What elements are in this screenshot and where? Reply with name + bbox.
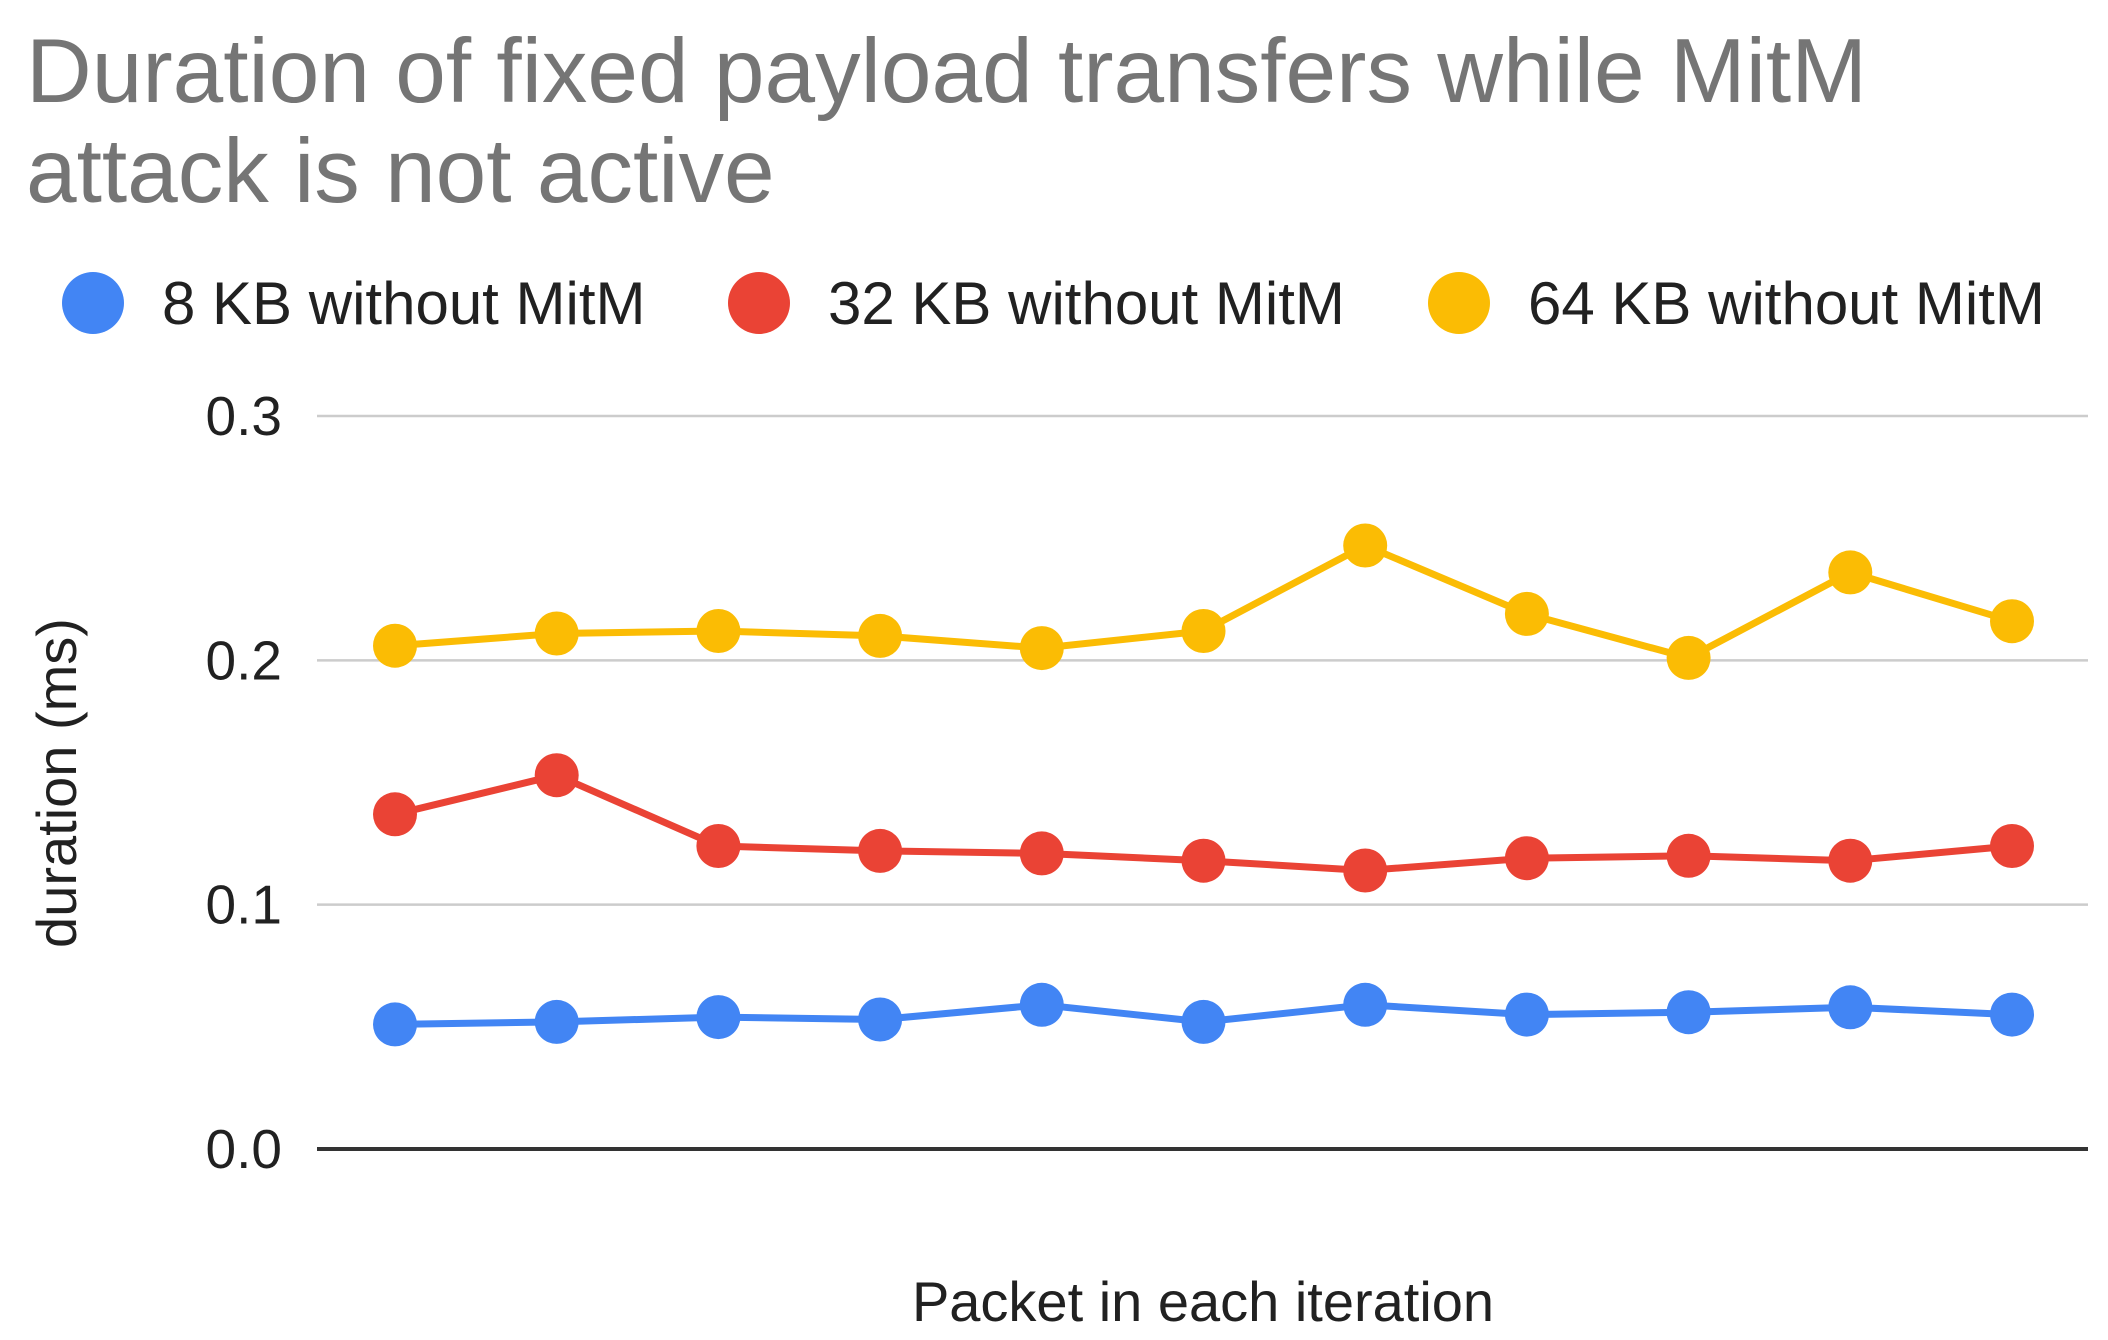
data-point[interactable] xyxy=(1828,985,1873,1030)
series-layer xyxy=(373,523,2034,1047)
x-axis-title: Packet in each iteration xyxy=(912,1270,1494,1333)
legend-item-8kb[interactable]: 8 KB without MitM xyxy=(62,258,646,348)
legend-marker-8kb xyxy=(62,272,124,334)
data-point[interactable] xyxy=(1504,992,1549,1037)
legend: 8 KB without MitM 32 KB without MitM 64 … xyxy=(0,258,2108,348)
data-point[interactable] xyxy=(696,995,741,1040)
data-point[interactable] xyxy=(696,609,741,653)
data-point[interactable] xyxy=(1666,833,1711,878)
data-point[interactable] xyxy=(1504,591,1549,636)
y-tick-label: 0.1 xyxy=(206,874,282,936)
data-point[interactable] xyxy=(534,753,579,798)
y-tick-labels: 0.0 0.1 0.2 0.3 xyxy=(206,385,282,1180)
data-point[interactable] xyxy=(1019,626,1064,671)
legend-item-64kb[interactable]: 64 KB without MitM xyxy=(1428,258,2045,348)
data-point[interactable] xyxy=(1343,982,1388,1027)
data-point[interactable] xyxy=(858,997,903,1042)
data-point[interactable] xyxy=(373,623,417,668)
data-point[interactable] xyxy=(1828,838,1873,883)
series-1 xyxy=(373,982,2034,1047)
data-point[interactable] xyxy=(1343,848,1388,893)
data-point[interactable] xyxy=(1666,635,1711,680)
data-point[interactable] xyxy=(373,1002,417,1047)
data-point[interactable] xyxy=(696,824,741,868)
data-point[interactable] xyxy=(1828,550,1873,595)
data-point[interactable] xyxy=(1343,523,1388,568)
y-tick-label: 0.0 xyxy=(206,1118,282,1180)
data-point[interactable] xyxy=(373,792,417,837)
data-point[interactable] xyxy=(1990,824,2034,868)
data-point[interactable] xyxy=(858,613,903,658)
data-point[interactable] xyxy=(534,611,579,656)
legend-item-32kb[interactable]: 32 KB without MitM xyxy=(728,258,1345,348)
data-point[interactable] xyxy=(1019,831,1064,876)
data-point[interactable] xyxy=(1666,990,1711,1035)
data-point[interactable] xyxy=(1504,836,1549,881)
data-point[interactable] xyxy=(1990,599,2034,644)
legend-label-64kb: 64 KB without MitM xyxy=(1528,269,2045,337)
data-point[interactable] xyxy=(534,999,579,1044)
y-tick-label: 0.3 xyxy=(206,385,282,447)
data-point[interactable] xyxy=(858,828,903,873)
data-point[interactable] xyxy=(1181,838,1226,883)
legend-label-32kb: 32 KB without MitM xyxy=(828,269,1345,337)
data-point[interactable] xyxy=(1019,982,1064,1027)
gridlines xyxy=(317,414,2088,1151)
series-2 xyxy=(373,753,2034,893)
legend-marker-32kb xyxy=(728,272,790,334)
y-axis-title: duration (ms) xyxy=(25,618,88,948)
y-tick-label: 0.2 xyxy=(206,629,282,691)
data-point[interactable] xyxy=(1181,999,1226,1044)
series-3 xyxy=(373,523,2034,680)
legend-label-8kb: 8 KB without MitM xyxy=(162,269,646,337)
chart-title: Duration of fixed payload transfers whil… xyxy=(26,21,1868,222)
data-point[interactable] xyxy=(1990,992,2034,1037)
legend-marker-64kb xyxy=(1428,272,1490,334)
data-point[interactable] xyxy=(1181,609,1226,653)
